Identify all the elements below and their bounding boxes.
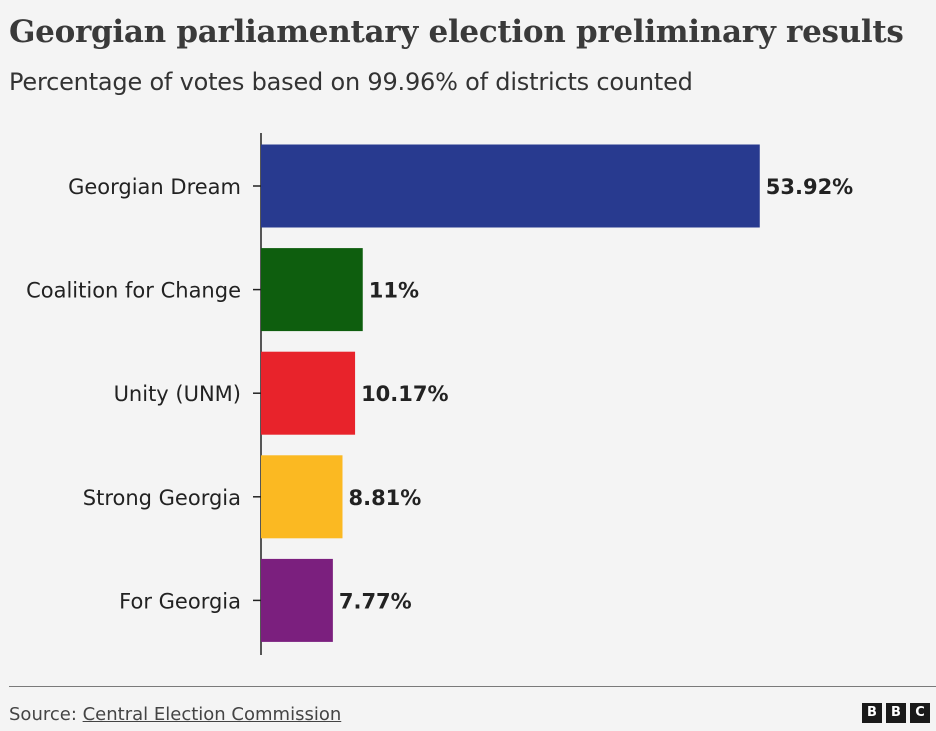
- footer-divider: [9, 686, 936, 687]
- bar-chart: Georgian Dream 53.92% Coalition for Change…: [26, 133, 853, 655]
- bbc-logo: B B C: [862, 703, 930, 723]
- source-prefix: Source:: [9, 704, 83, 725]
- bbc-logo-letter-1: B: [862, 703, 882, 723]
- value-label: 53.92%: [766, 175, 853, 199]
- bar: [261, 558, 333, 642]
- bar: [261, 455, 343, 539]
- chart-title: Georgian parliamentary election prelimin…: [9, 14, 904, 50]
- category-label: Georgian Dream: [68, 175, 241, 199]
- source-link[interactable]: Central Election Commission: [82, 704, 342, 725]
- bbc-logo-letter-2: B: [886, 703, 906, 723]
- chart-subtitle: Percentage of votes based on 99.96% of d…: [9, 68, 693, 96]
- value-label: 11%: [369, 279, 419, 303]
- value-label: 7.77%: [339, 589, 412, 613]
- value-label: 10.17%: [361, 382, 448, 406]
- category-label: Strong Georgia: [83, 486, 241, 510]
- category-label: For Georgia: [119, 589, 241, 613]
- bar: [261, 144, 760, 228]
- bar: [261, 248, 363, 332]
- bbc-logo-letter-3: C: [910, 703, 930, 723]
- source-note: Source: Central Election Commission: [9, 704, 341, 725]
- value-label: 8.81%: [348, 486, 421, 510]
- category-label: Unity (UNM): [114, 382, 241, 406]
- category-label: Coalition for Change: [26, 279, 241, 303]
- bar: [261, 351, 356, 435]
